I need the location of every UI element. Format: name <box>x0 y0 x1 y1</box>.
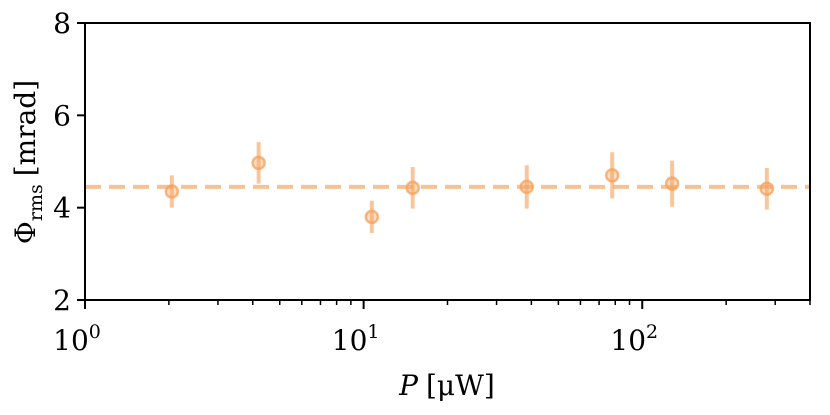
marker <box>164 184 180 199</box>
y-tick-label: 2 <box>53 284 71 317</box>
svg-text:Φrms[mrad]: Φrms [mrad] <box>9 80 47 244</box>
data-point <box>519 165 534 209</box>
marker <box>251 155 266 171</box>
y-axis-label-unit: [mrad] <box>9 80 42 176</box>
y-tick-label: 6 <box>53 99 71 132</box>
data-point <box>164 175 180 208</box>
axes <box>77 22 811 309</box>
marker <box>759 181 775 196</box>
data-point <box>405 167 420 209</box>
plot-background <box>85 23 810 300</box>
marker <box>604 168 620 183</box>
marker <box>664 176 680 191</box>
data-point <box>364 200 380 234</box>
data-point <box>604 152 620 199</box>
y-axis-label-subscript: rms <box>25 184 47 221</box>
marker <box>405 180 420 196</box>
data-point <box>251 142 266 184</box>
y-axis-label-symbol: Φ <box>9 221 42 244</box>
marker <box>364 209 380 225</box>
y-axis-label: Φrms [mrad] <box>9 80 47 244</box>
tick-labels: 2 4 6 8 100 101 102 <box>53 7 658 357</box>
y-tick-label: 8 <box>53 7 71 40</box>
x-tick-label: 101 <box>332 321 380 357</box>
x-axis-label-symbol: P <box>398 369 419 402</box>
data-point <box>664 160 680 207</box>
x-axis-label-unit: [μW] <box>426 369 495 402</box>
x-tick-label: 102 <box>610 321 658 357</box>
data-marks <box>85 142 810 234</box>
x-tick-label: 100 <box>53 321 101 357</box>
marker <box>519 179 534 195</box>
data-point <box>759 167 775 210</box>
y-tick-label: 4 <box>53 192 71 225</box>
svg-text:P[μW]: P [μW] <box>398 369 495 402</box>
x-axis-label: P [μW] <box>398 369 495 402</box>
